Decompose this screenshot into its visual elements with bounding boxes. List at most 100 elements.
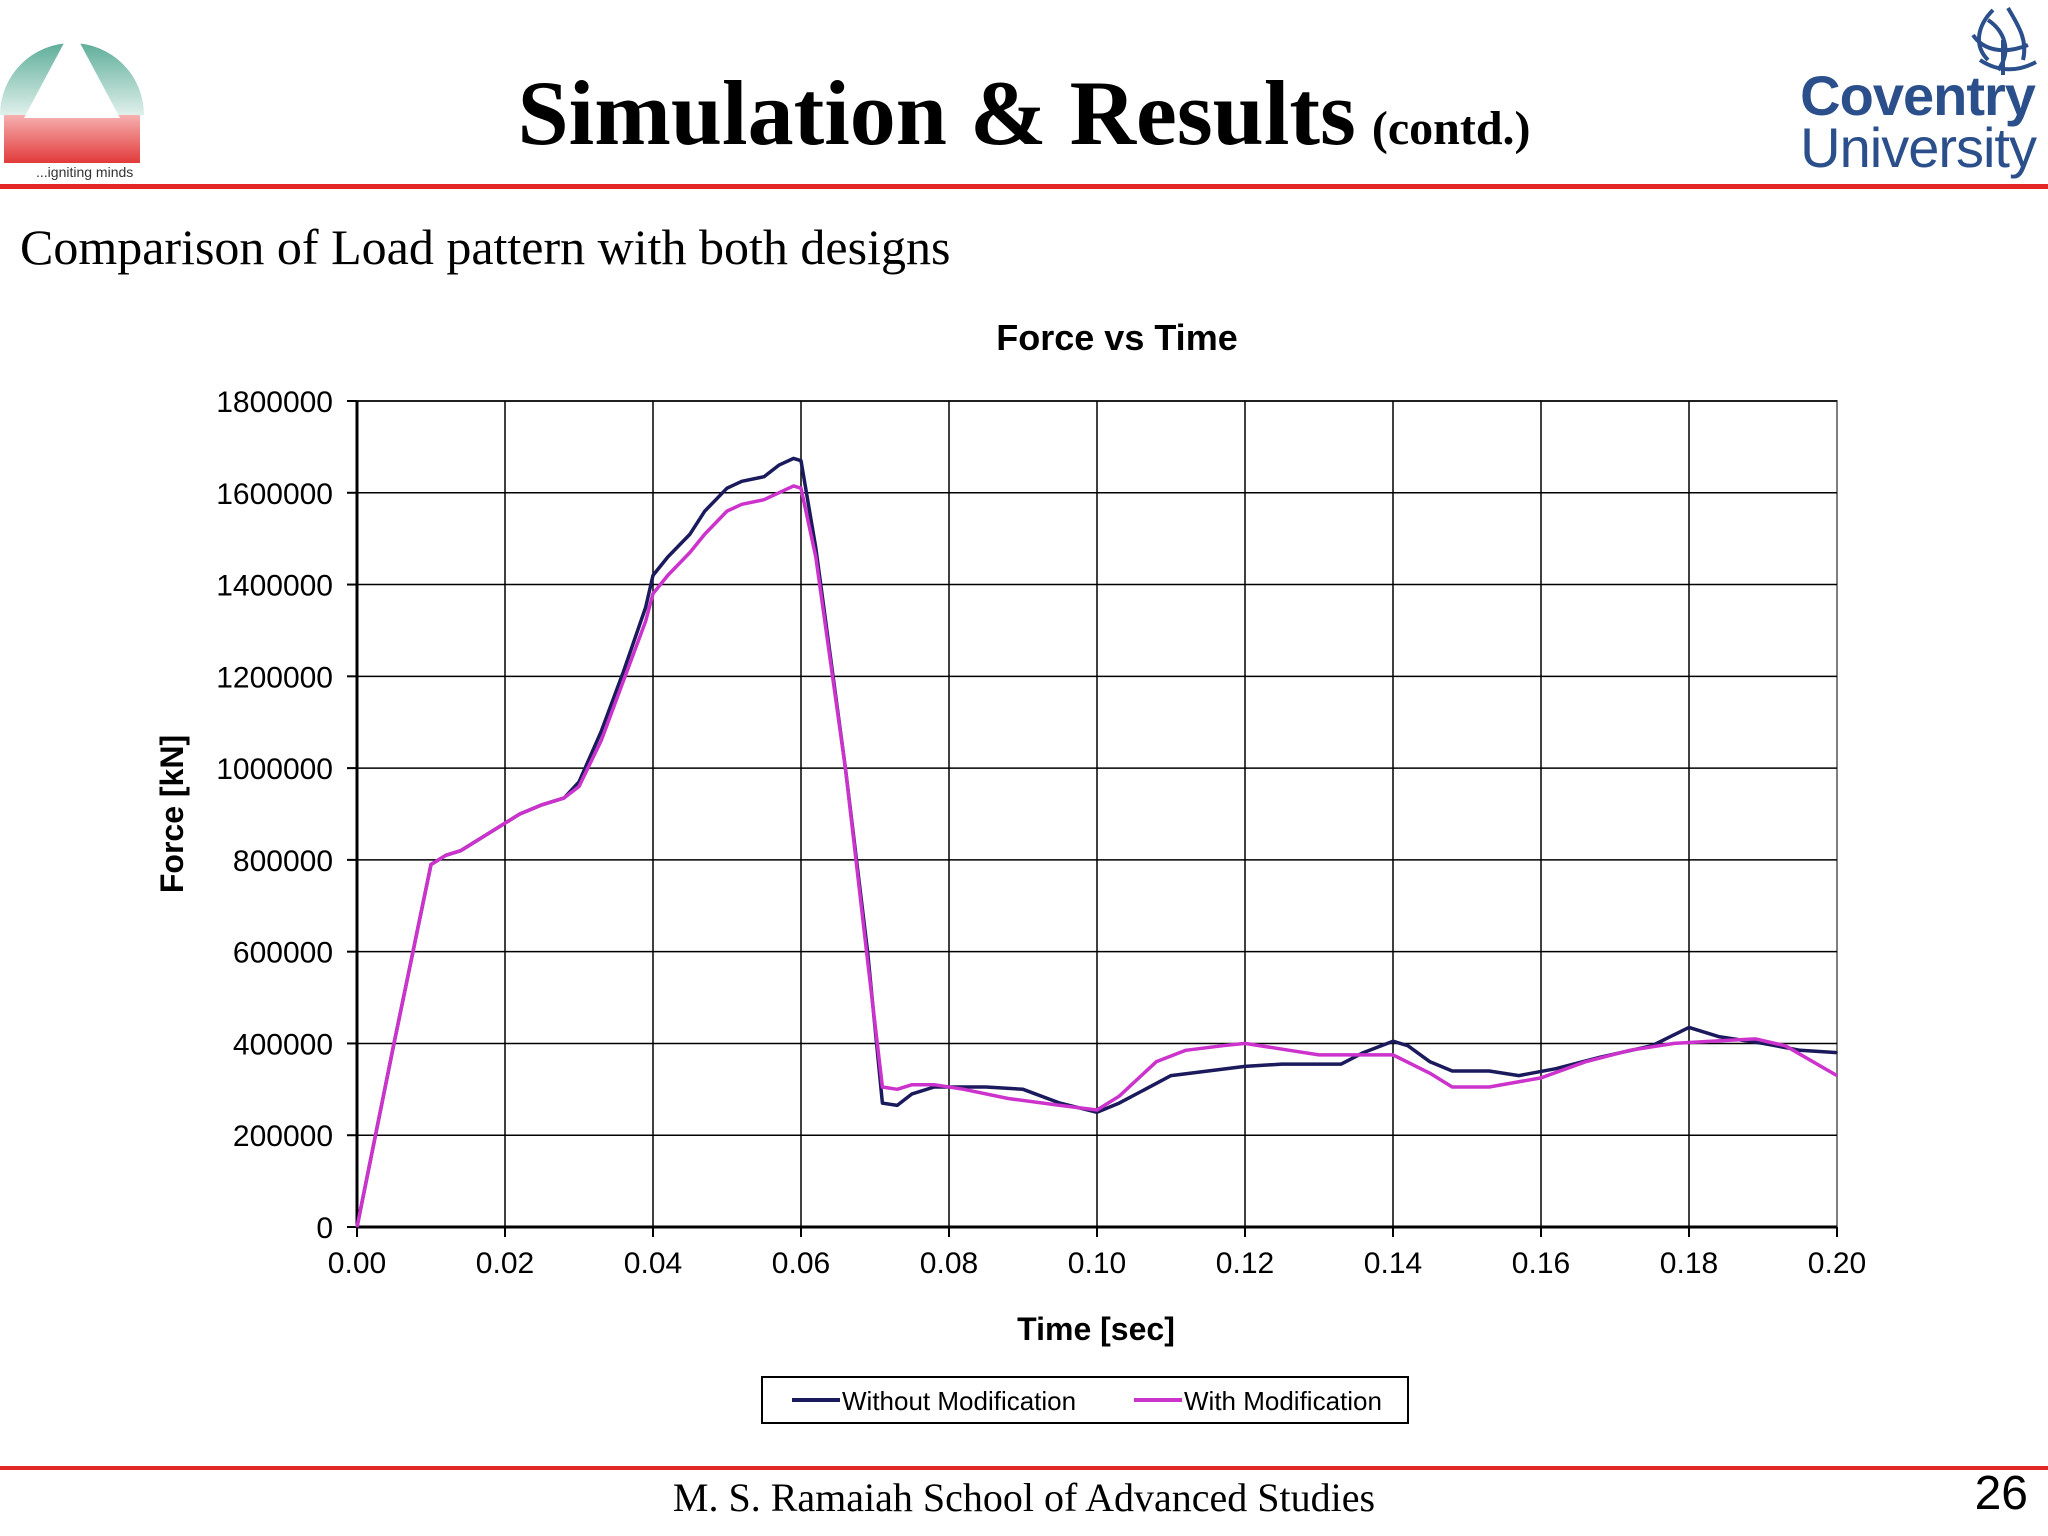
data-point <box>867 960 869 962</box>
data-point <box>726 487 728 489</box>
data-point <box>1185 1049 1187 1051</box>
data-point <box>1451 1086 1453 1088</box>
logo-base <box>4 115 140 163</box>
data-point <box>645 620 647 622</box>
data-point <box>1629 1049 1631 1051</box>
x-tick-label: 0.10 <box>1068 1247 1126 1280</box>
slide-title-suffix: (contd.) <box>1371 102 1531 155</box>
y-tick-label: 1800000 <box>216 386 333 419</box>
data-point <box>793 485 795 487</box>
data-point <box>933 1084 935 1086</box>
data-point <box>667 556 669 558</box>
data-point <box>911 1093 913 1095</box>
data-point <box>1096 1111 1098 1113</box>
legend-label: Without Modification <box>842 1386 1076 1416</box>
data-point <box>1318 1054 1320 1056</box>
data-point <box>1392 1054 1394 1056</box>
y-tick-label: 400000 <box>233 1028 333 1061</box>
data-point <box>1340 1063 1342 1065</box>
data-point <box>1155 1061 1157 1063</box>
x-tick-label: 0.16 <box>1512 1247 1570 1280</box>
data-point <box>881 1102 884 1104</box>
x-tick-label: 0.20 <box>1808 1247 1866 1280</box>
x-tick-label: 0.08 <box>920 1247 978 1280</box>
data-point <box>881 1086 884 1088</box>
data-point <box>622 671 625 673</box>
legend-label: With Modification <box>1184 1386 1382 1416</box>
data-point <box>1429 1072 1431 1074</box>
data-point <box>1362 1052 1364 1054</box>
x-tick-label: 0.00 <box>328 1247 386 1280</box>
data-point <box>1288 1049 1290 1051</box>
data-point <box>1281 1063 1283 1065</box>
data-point <box>1688 1026 1690 1028</box>
data-point <box>519 813 521 815</box>
data-point <box>1170 1074 1172 1077</box>
data-point <box>1007 1097 1009 1100</box>
data-point <box>726 510 728 512</box>
data-point <box>600 739 602 742</box>
data-point <box>793 457 795 459</box>
data-point <box>1222 1045 1224 1047</box>
y-tick-label: 1200000 <box>216 661 333 694</box>
data-point <box>763 476 765 478</box>
x-axis-label: Time [sec] <box>1017 1311 1175 1347</box>
series-line-2 <box>355 484 1838 1228</box>
data-point <box>1584 1061 1586 1063</box>
data-point <box>985 1086 987 1088</box>
page-number: 26 <box>1974 1467 2028 1520</box>
data-point <box>704 510 706 512</box>
phoenix-logo <box>1971 6 2037 75</box>
data-point <box>1392 1040 1394 1042</box>
data-point <box>1710 1040 1712 1042</box>
data-point <box>778 492 780 494</box>
data-point <box>1059 1102 1061 1104</box>
data-point <box>1518 1074 1520 1077</box>
y-tick-label: 0 <box>316 1212 333 1245</box>
data-point <box>1118 1102 1120 1104</box>
data-point <box>1407 1045 1409 1047</box>
y-tick-label: 1400000 <box>216 570 333 603</box>
x-tick-label: 0.18 <box>1660 1247 1718 1280</box>
y-tick-label: 1600000 <box>216 478 333 511</box>
data-point <box>578 785 580 788</box>
data-point <box>1207 1070 1209 1072</box>
data-point <box>1488 1070 1490 1072</box>
data-point <box>600 730 602 733</box>
data-point <box>1784 1045 1786 1047</box>
data-point <box>778 464 780 466</box>
data-point <box>911 1084 913 1086</box>
data-point <box>356 1226 358 1228</box>
data-point <box>1429 1061 1431 1063</box>
data-point <box>652 574 654 576</box>
footer-divider <box>0 1466 2048 1470</box>
data-point <box>896 1088 898 1090</box>
data-point <box>1673 1042 1675 1045</box>
data-point <box>1022 1088 1024 1090</box>
data-point <box>800 487 802 489</box>
data-point <box>741 480 743 482</box>
data-point <box>815 556 817 558</box>
footer-text: M. S. Ramaiah School of Advanced Studies <box>672 1475 1376 1520</box>
y-tick-label: 200000 <box>233 1120 333 1153</box>
header-divider <box>0 184 2048 189</box>
data-point <box>622 680 625 682</box>
data-point <box>896 1104 898 1106</box>
data-point <box>393 1042 395 1045</box>
x-tick-label: 0.02 <box>476 1247 534 1280</box>
university-name-line2: University <box>1800 116 2037 179</box>
y-axis-label: Force [kN] <box>154 735 190 893</box>
data-point <box>445 854 447 856</box>
data-point <box>704 533 706 535</box>
y-tick-label: 1000000 <box>216 753 333 786</box>
data-point <box>1540 1077 1542 1079</box>
data-point <box>1096 1109 1098 1111</box>
data-point <box>1836 1052 1838 1054</box>
y-tick-label: 800000 <box>233 845 333 878</box>
data-point <box>1836 1074 1838 1077</box>
data-point <box>741 503 743 505</box>
x-tick-label: 0.06 <box>772 1247 830 1280</box>
data-point <box>1799 1049 1801 1051</box>
